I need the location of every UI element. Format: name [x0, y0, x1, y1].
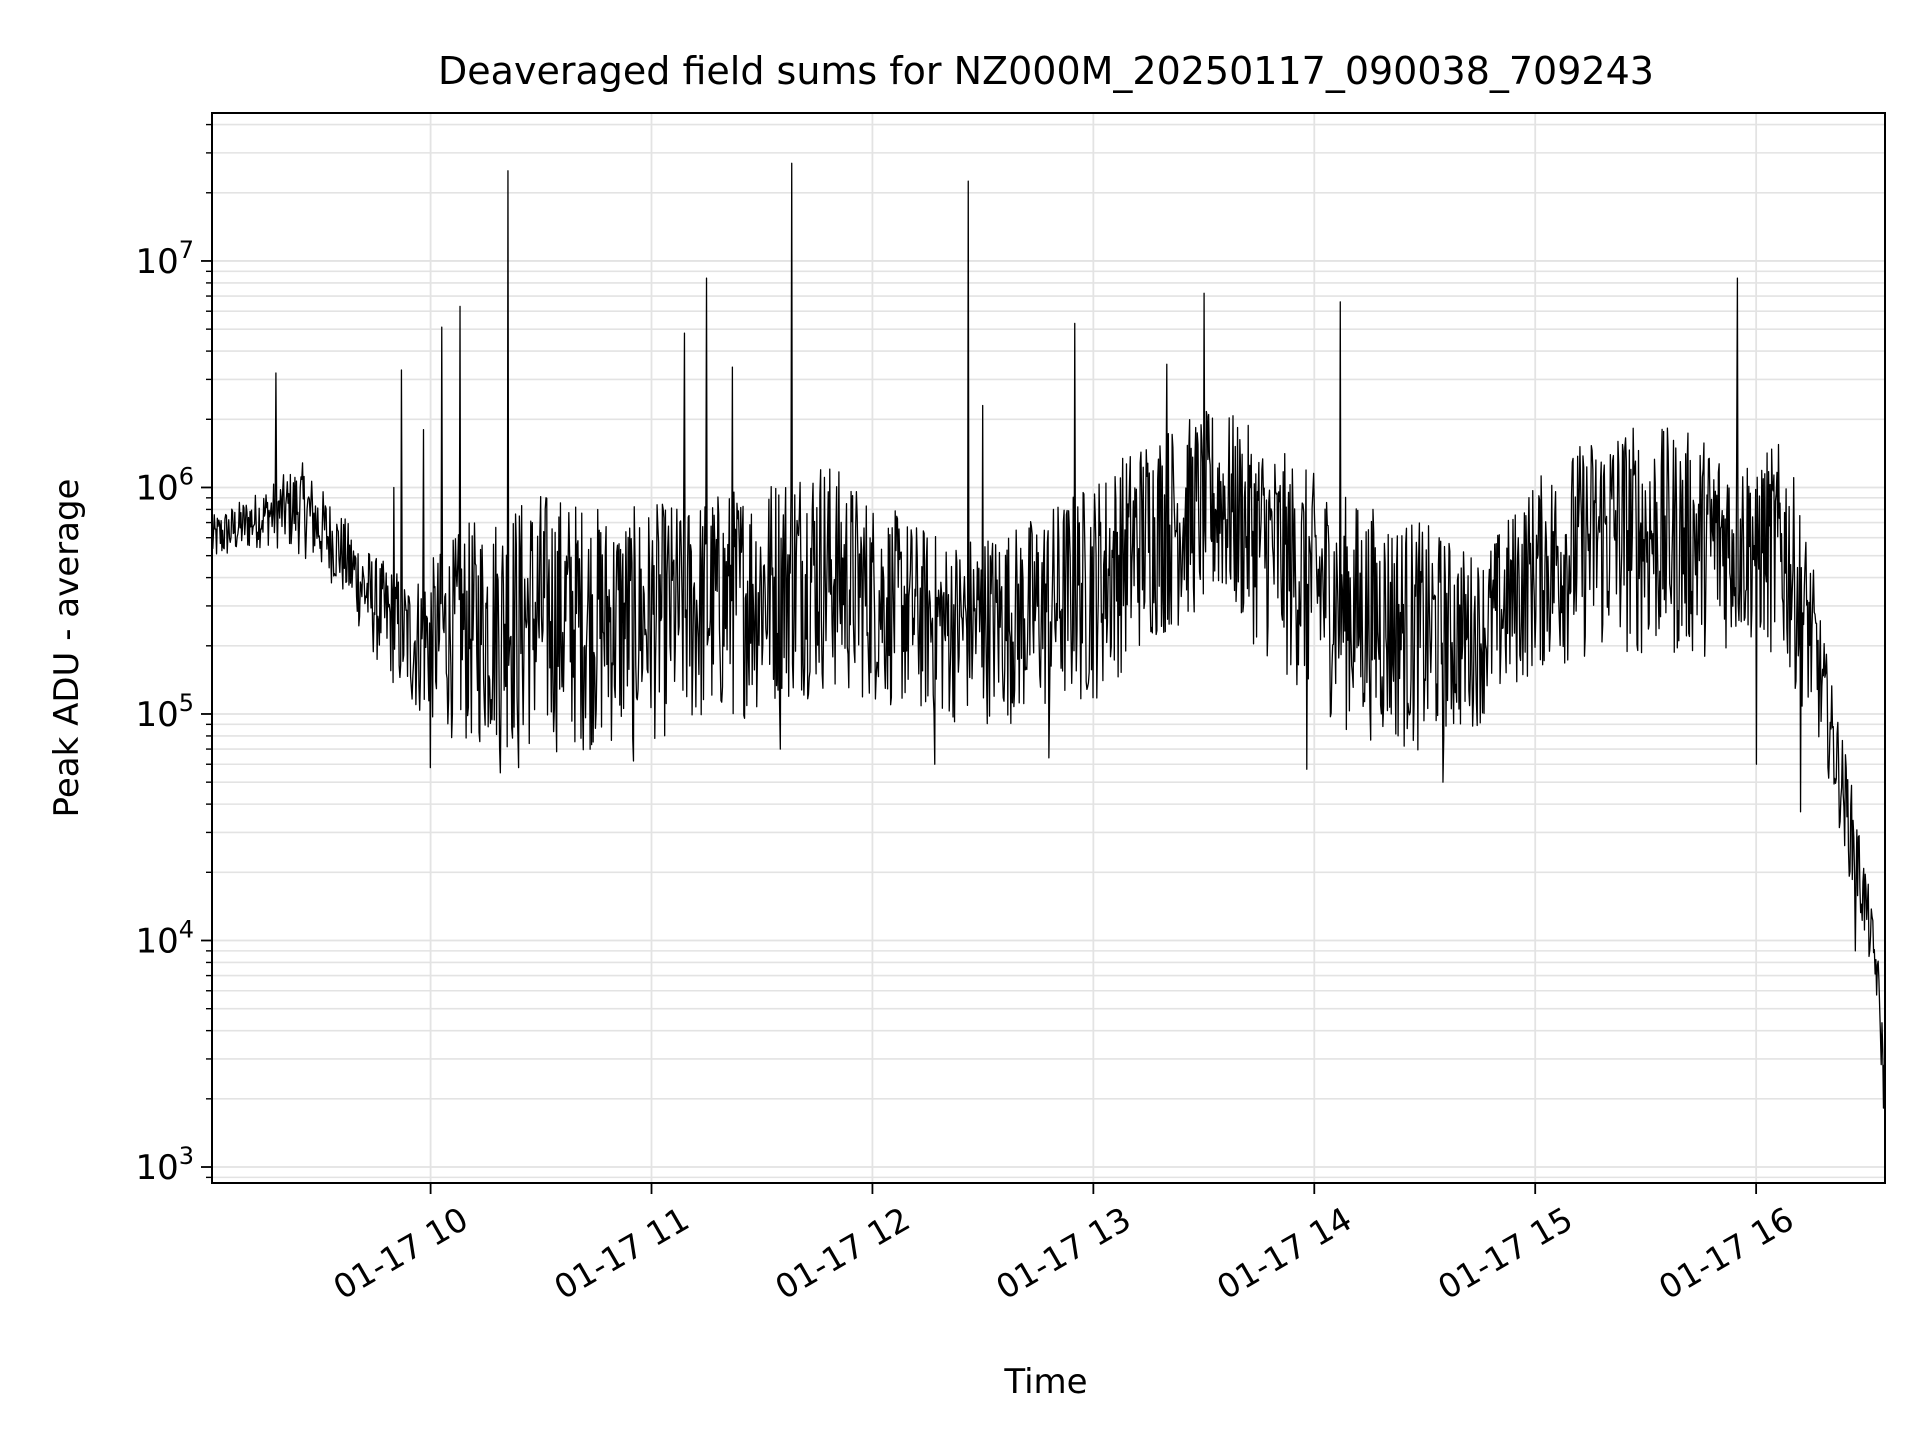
y-tick-label: 107 — [135, 236, 194, 282]
y-tick-label: 105 — [135, 689, 194, 735]
y-axis-label: Peak ADU - average — [47, 479, 87, 818]
series-layer — [211, 162, 1886, 1109]
y-tick-label: 104 — [135, 915, 194, 961]
x-axis-label: Time — [1003, 1362, 1087, 1402]
series-line — [211, 162, 1886, 1109]
y-tick-label: 106 — [135, 462, 194, 508]
plot-frame — [211, 112, 1886, 1184]
chart-title: Deaveraged field sums for NZ000M_2025011… — [438, 49, 1654, 93]
y-tick-label: 103 — [135, 1142, 194, 1188]
